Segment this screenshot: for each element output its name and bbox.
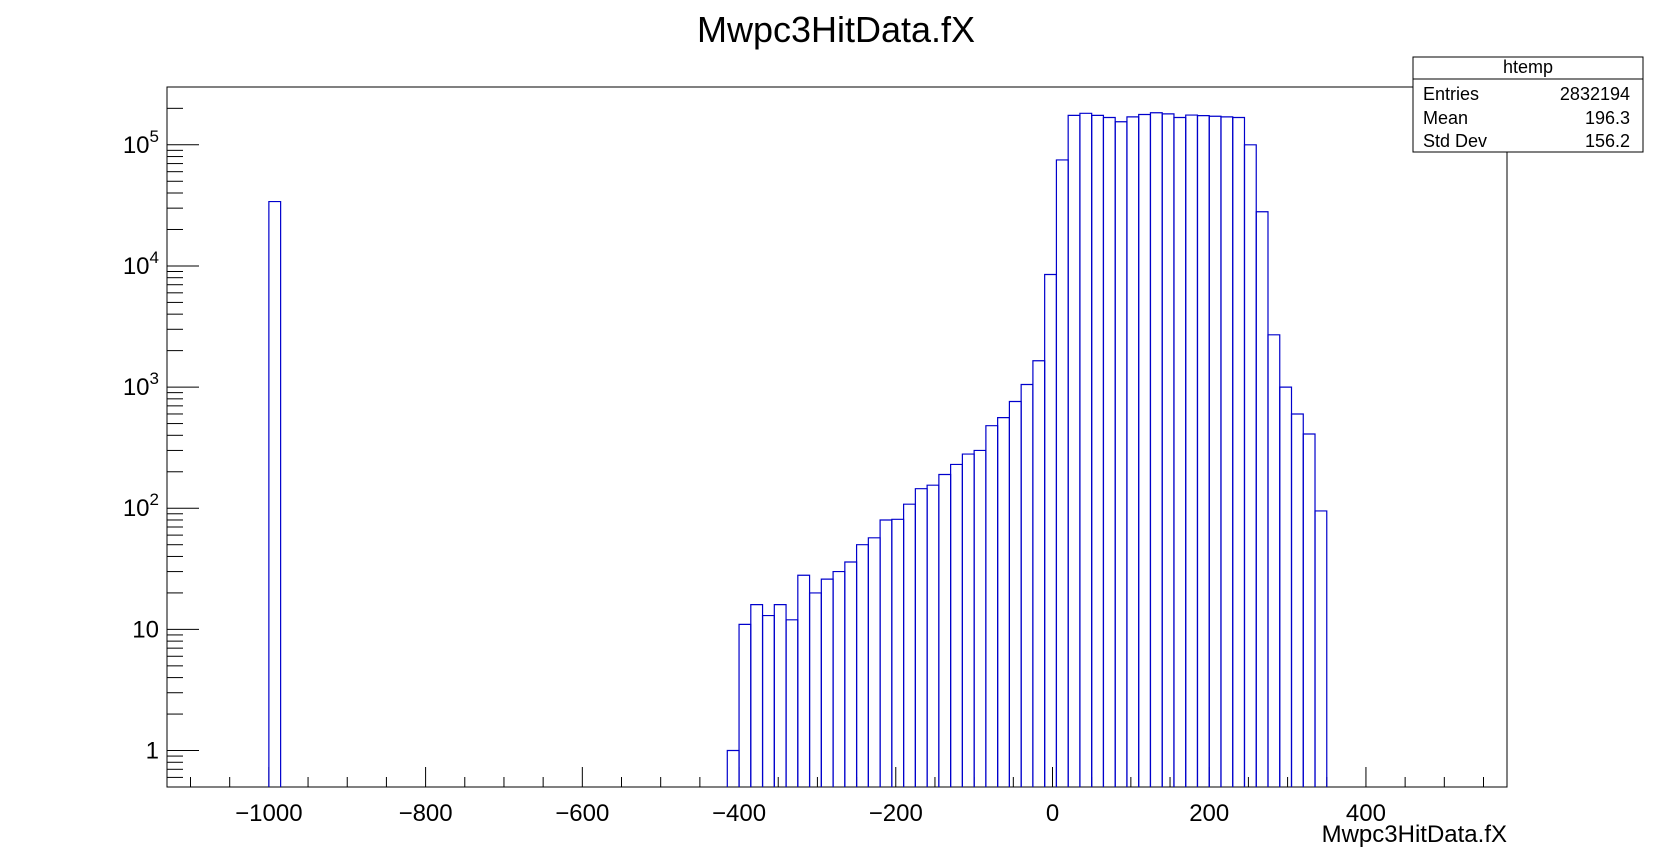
- y-tick-base: 10: [132, 616, 159, 643]
- chart-title: Mwpc3HitData.fX: [697, 9, 975, 50]
- histogram-bin: [1161, 113, 1175, 787]
- histogram-bin: [1196, 115, 1210, 787]
- histogram-bin: [1138, 113, 1152, 787]
- histogram-bin: [1208, 115, 1222, 787]
- y-tick-exponent: 5: [150, 127, 159, 146]
- stats-stddev-label: Std Dev: [1423, 131, 1487, 151]
- y-tick-label: 104: [123, 248, 159, 280]
- y-tick-label: 105: [123, 127, 159, 159]
- histogram-bin: [1173, 116, 1187, 787]
- x-tick-label: −1000: [235, 800, 302, 827]
- histogram-bin: [1020, 383, 1034, 787]
- stats-box-frame: [1412, 56, 1644, 153]
- x-tick-label: −200: [869, 800, 923, 827]
- histogram-bin: [1267, 334, 1281, 787]
- plot-frame: [166, 86, 1508, 788]
- stats-stddev-value: 156.2: [1585, 131, 1630, 151]
- stats-mean-value: 196.3: [1585, 108, 1630, 128]
- stats-box-name: htemp: [1503, 57, 1553, 77]
- histogram-bin: [1032, 360, 1046, 787]
- histogram-bin: [1102, 116, 1116, 787]
- histogram-bin: [750, 604, 764, 787]
- stats-entries-label: Entries: [1423, 84, 1479, 104]
- histogram-bin: [1290, 413, 1304, 787]
- x-tick-label: 200: [1189, 800, 1229, 827]
- histogram-bin: [1126, 116, 1140, 787]
- histogram-bin: [844, 561, 858, 787]
- histogram-bin: [820, 578, 834, 787]
- histogram-bin: [1302, 433, 1316, 787]
- histogram-bin: [867, 537, 881, 787]
- histogram-bin: [1149, 112, 1163, 787]
- histogram-bin: [761, 614, 775, 787]
- histogram-bin: [903, 503, 916, 787]
- y-tick-label: 102: [123, 490, 159, 522]
- y-tick-base: 10: [123, 253, 150, 280]
- histogram-bins: [268, 112, 1328, 787]
- histogram-bin: [1232, 116, 1246, 787]
- histogram-bin: [1044, 273, 1058, 787]
- histogram-bin: [891, 518, 905, 787]
- histogram-bin: [1220, 116, 1234, 787]
- histogram-bin: [985, 425, 999, 787]
- y-tick-label: 1: [146, 738, 159, 765]
- histogram-bin: [961, 453, 975, 787]
- histogram-bin: [1079, 112, 1093, 787]
- histogram-bin: [950, 463, 963, 787]
- stats-box: htemp Entries 2832194 Mean 196.3 Std Dev…: [1412, 56, 1644, 153]
- x-tick-label: 0: [1046, 800, 1059, 827]
- y-tick-label: 103: [123, 369, 159, 401]
- histogram-bin: [855, 544, 869, 787]
- histogram-bin: [997, 416, 1010, 787]
- histogram-bin: [785, 619, 799, 787]
- histogram-bin: [1091, 114, 1105, 787]
- histogram-bin: [914, 488, 928, 787]
- y-tick-base: 10: [123, 132, 150, 159]
- y-tick-exponent: 4: [150, 248, 159, 267]
- histogram-bin: [1255, 211, 1269, 787]
- histogram-bin: [1314, 510, 1328, 787]
- histogram-bin: [797, 574, 811, 787]
- histogram-bin: [808, 592, 822, 787]
- y-tick-label: 10: [132, 616, 159, 643]
- x-tick-label: −800: [399, 800, 453, 827]
- histogram-bin: [879, 519, 893, 787]
- x-tick-label: −400: [712, 800, 766, 827]
- histogram-bin: [832, 570, 846, 787]
- histogram-bin: [1185, 114, 1199, 787]
- histogram-bin: [738, 623, 752, 787]
- histogram-bin: [268, 200, 282, 787]
- histogram-bin: [938, 473, 952, 787]
- y-tick-exponent: 3: [150, 369, 159, 388]
- stats-entries-value: 2832194: [1560, 84, 1630, 104]
- histogram-bin: [773, 604, 787, 787]
- y-tick-base: 10: [123, 374, 150, 401]
- histogram-bin: [726, 749, 740, 787]
- histogram-bin: [1114, 121, 1128, 787]
- x-tick-label: 400: [1346, 800, 1386, 827]
- stats-mean-label: Mean: [1423, 108, 1468, 128]
- x-tick-label: −600: [555, 800, 609, 827]
- y-tick-base: 1: [146, 738, 159, 765]
- y-tick-base: 10: [123, 495, 150, 522]
- histogram-bin: [1243, 144, 1257, 787]
- histogram-bin: [926, 484, 940, 787]
- histogram-bin: [973, 449, 987, 787]
- histogram-bin: [1055, 159, 1069, 787]
- histogram-bin: [1008, 400, 1022, 787]
- x-axis-title: Mwpc3HitData.fX: [1322, 821, 1507, 848]
- histogram-bin: [1279, 386, 1293, 787]
- y-tick-exponent: 2: [150, 490, 159, 509]
- histogram-bin: [1067, 114, 1081, 787]
- x-axis: −1000 −800 −600 −400 −200 0 200 400: [190, 767, 1484, 827]
